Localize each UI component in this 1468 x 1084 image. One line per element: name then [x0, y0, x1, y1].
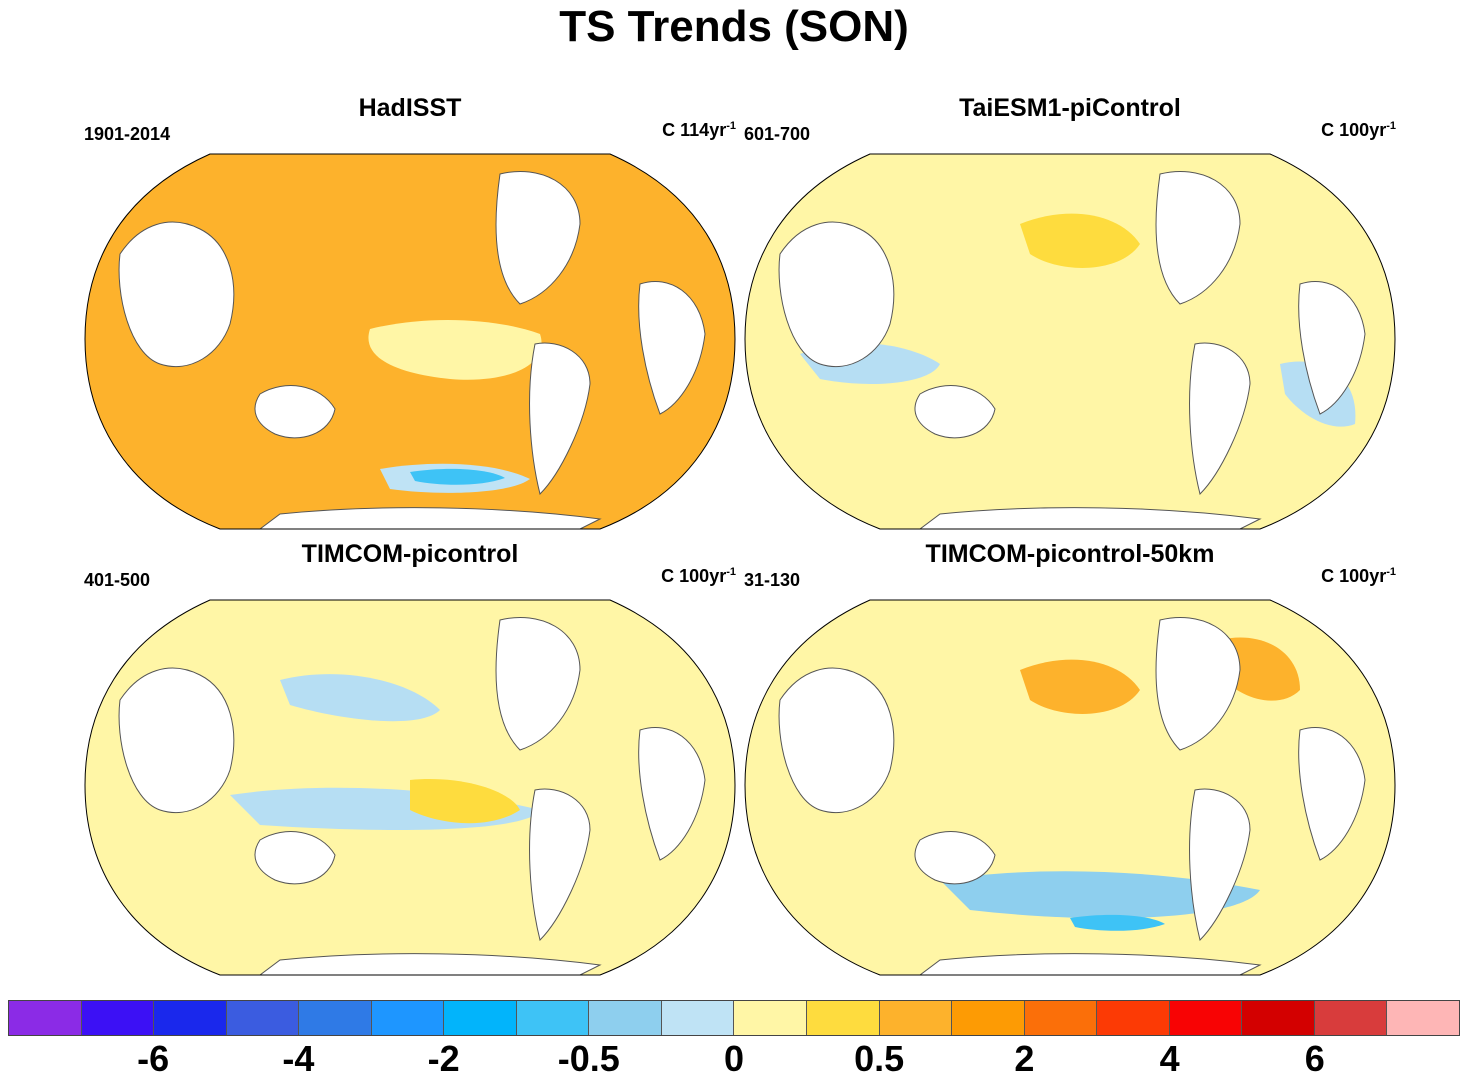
period-label: 1901-2014: [84, 124, 171, 144]
panel-timcom: TIMCOM-picontrol 401-500 C 100yr-1: [80, 540, 740, 976]
map: [744, 153, 1396, 530]
landmass: [918, 953, 1262, 975]
landmass: [778, 667, 895, 814]
landmass: [1155, 616, 1241, 751]
panel-title: HadISST: [358, 94, 462, 122]
colorbar-swatch: [516, 1001, 590, 1035]
map: [84, 599, 736, 976]
colorbar-swatch: [1097, 1001, 1170, 1035]
landmass: [258, 953, 602, 975]
landmass: [254, 831, 336, 885]
landmass: [118, 667, 235, 814]
map-border: [84, 153, 736, 530]
period-label: 601-700: [744, 124, 811, 144]
colorbar-swatch: [371, 1001, 445, 1035]
colorbar-tick-label: 0: [723, 1038, 745, 1079]
landmass: [638, 726, 706, 861]
landmass: [918, 507, 1262, 529]
anomaly-region: [1020, 213, 1140, 268]
landmass: [1189, 788, 1251, 941]
colorbar-swatch: [154, 1001, 227, 1035]
anomaly-region: [280, 674, 440, 722]
landmass: [529, 788, 591, 941]
landmass: [914, 831, 996, 885]
figure-title: TS Trends (SON): [559, 2, 909, 51]
period-label: 31-130: [744, 570, 801, 590]
panel-hadisst: HadISST 1901-2014 C 114yr-1: [80, 94, 740, 530]
landmass: [1155, 170, 1241, 305]
landmass: [495, 170, 581, 305]
colorbar-swatch: [589, 1001, 662, 1035]
landmass: [495, 616, 581, 751]
colorbar-tick-label: 0.5: [854, 1038, 905, 1079]
anomaly-region: [410, 468, 505, 485]
units-label: C 114yr-1: [662, 120, 736, 140]
colorbar-tick-label: -6: [137, 1038, 170, 1079]
colorbar-swatch: [734, 1001, 808, 1035]
anomaly-region: [368, 319, 542, 380]
anomaly-region: [1020, 659, 1140, 714]
panel-taiesm1: TaiESM1-piControl 601-700 C 100yr-1: [740, 94, 1400, 530]
colorbar-swatch: [81, 1001, 155, 1035]
colorbar-swatch: [1024, 1001, 1098, 1035]
panel-title: TIMCOM-picontrol: [301, 540, 519, 568]
map-border: [84, 599, 736, 976]
landmass: [1298, 726, 1366, 861]
landmass: [118, 221, 235, 368]
panel-timcom-50km: TIMCOM-picontrol-50km 31-130 C 100yr-1: [740, 540, 1400, 976]
units-label: C 100yr-1: [1321, 120, 1396, 140]
landmass: [914, 385, 996, 439]
anomaly-region: [940, 871, 1260, 919]
anomaly-region: [1220, 637, 1300, 701]
colorbar-tick-label: -2: [427, 1038, 460, 1079]
colorbar-swatch: [879, 1001, 953, 1035]
colorbar-swatch: [1242, 1001, 1315, 1035]
colorbar-swatch: [1314, 1001, 1388, 1035]
landmass: [529, 342, 591, 495]
map: [744, 599, 1396, 976]
units-label: C 100yr-1: [661, 566, 736, 586]
period-label: 401-500: [84, 570, 151, 590]
colorbar-tick-label: 6: [1304, 1038, 1325, 1079]
colorbar-tick-label: -0.5: [557, 1038, 620, 1079]
colorbar-swatch: [1387, 1001, 1459, 1035]
landmass: [1189, 342, 1251, 495]
panel-title: TIMCOM-picontrol-50km: [925, 540, 1215, 568]
anomaly-region: [410, 779, 520, 824]
colorbar-swatch: [9, 1001, 82, 1035]
colorbar-swatch: [807, 1001, 880, 1035]
anomaly-region: [1070, 914, 1165, 931]
colorbar-swatch: [444, 1001, 517, 1035]
colorbar-swatch: [952, 1001, 1025, 1035]
colorbar-labels: -6 -4 -2 -0.5 0 0.5 2 4 6: [0, 1036, 1468, 1084]
colorbar-tick-label: 2: [1014, 1038, 1035, 1079]
map: [84, 153, 736, 530]
colorbar-tick-label: 4: [1159, 1038, 1180, 1079]
colorbar-swatch: [226, 1001, 300, 1035]
landmass: [638, 280, 706, 415]
colorbar-swatch: [1169, 1001, 1243, 1035]
units-label: C 100yr-1: [1321, 566, 1396, 586]
map-border: [744, 153, 1396, 530]
landmass: [778, 221, 895, 368]
colorbar-swatch: [299, 1001, 372, 1035]
colorbar-swatch: [661, 1001, 735, 1035]
map-border: [744, 599, 1396, 976]
landmass: [254, 385, 336, 439]
panel-title: TaiESM1-piControl: [959, 94, 1181, 122]
colorbar-tick-label: -4: [282, 1038, 315, 1079]
colorbar: [8, 1000, 1460, 1036]
landmass: [258, 507, 602, 529]
landmass: [1298, 280, 1366, 415]
